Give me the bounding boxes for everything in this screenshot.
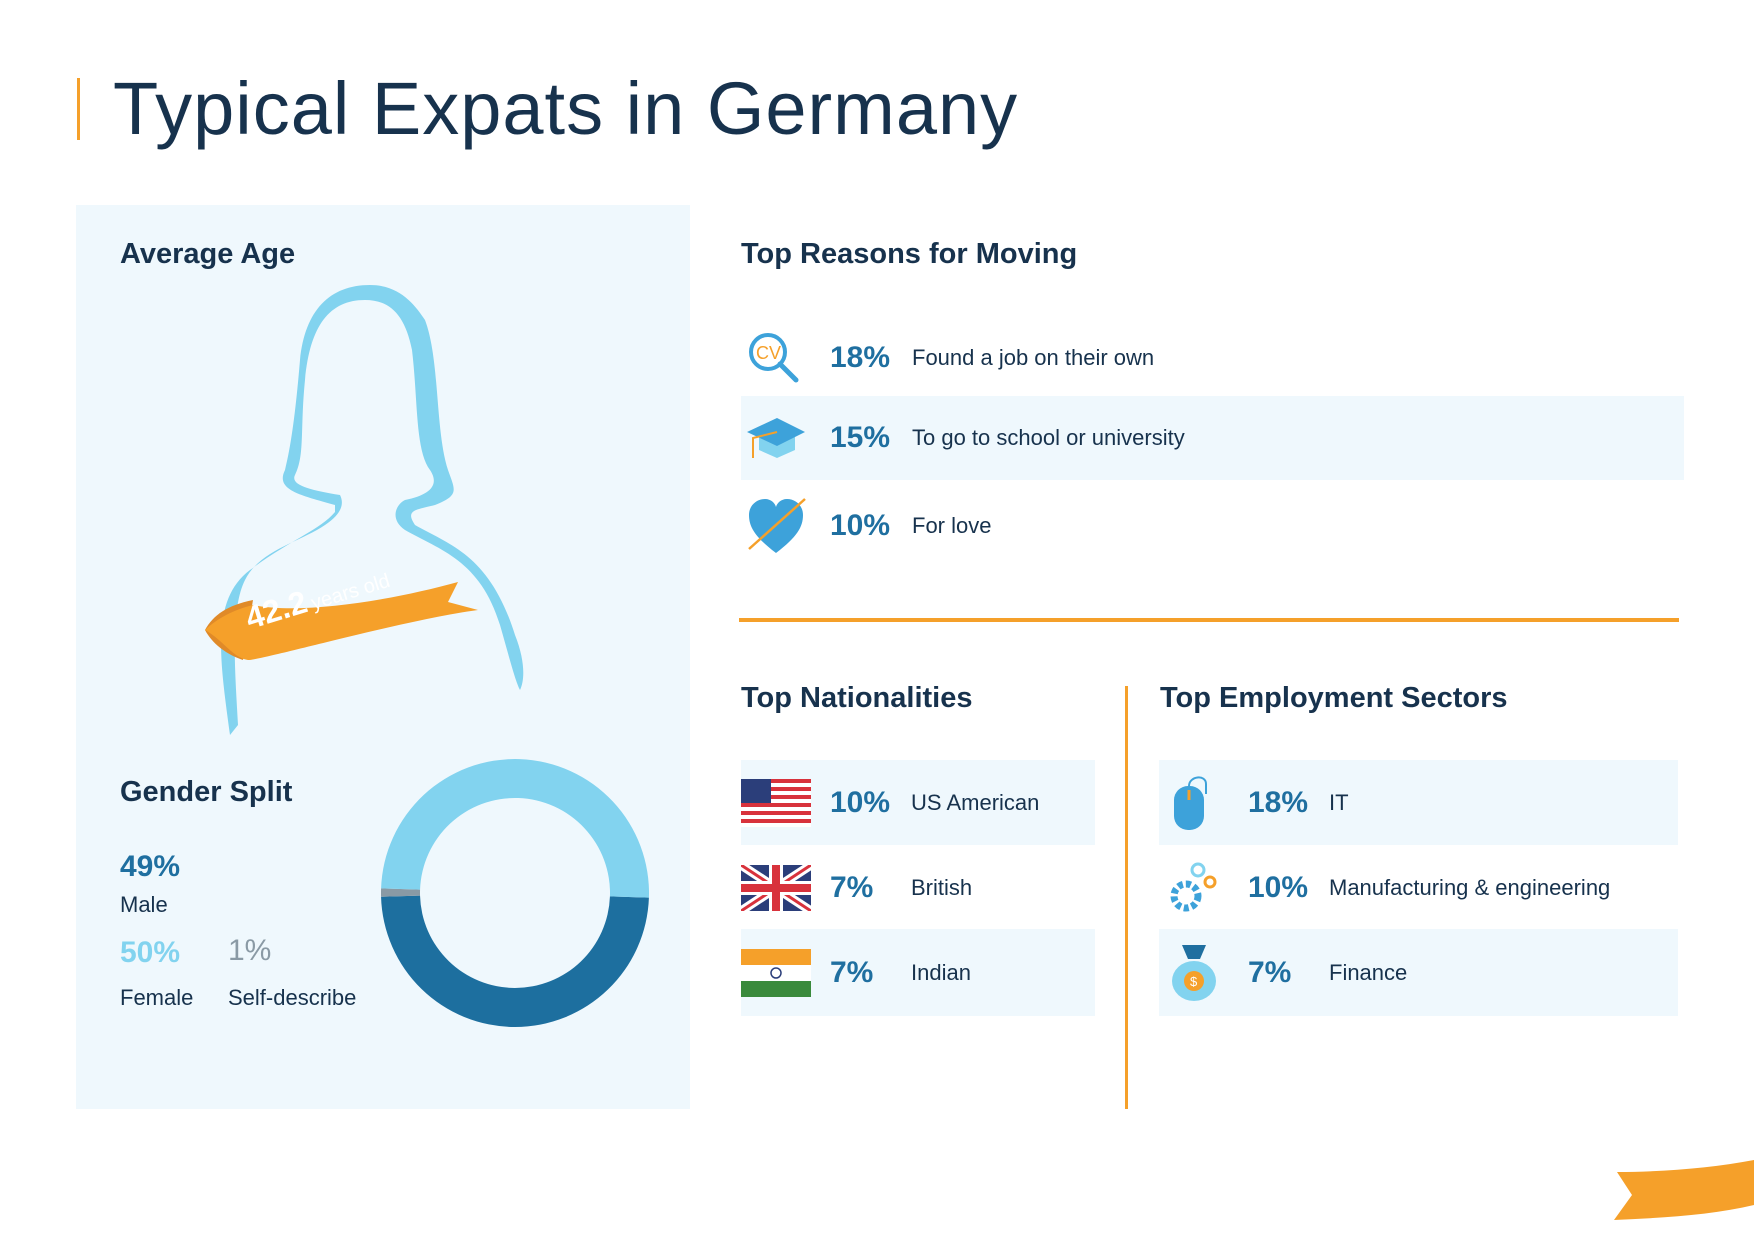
money-bag-icon: $ [1159,943,1229,1003]
gender-donut-chart [381,759,649,1027]
reason-row: CV 18% Found a job on their own [741,318,1684,398]
sector-label: IT [1329,789,1349,815]
sector-pct: 7% [1248,955,1292,989]
reason-pct: 10% [830,509,891,542]
nationality-label: Indian [911,959,971,985]
svg-text:$: $ [1190,974,1198,989]
donut-segment-self [381,888,421,897]
section-divider [739,618,1679,622]
sector-label: Finance [1329,959,1408,985]
reason-row: 15% To go to school or university [741,396,1684,480]
reason-row: 10% For love [741,486,1684,566]
woman-silhouette-icon [221,285,524,735]
male-label: Male [120,892,168,917]
self-describe-pct: 1% [228,934,272,967]
gears-icon [1159,858,1229,918]
reason-pct: 18% [830,341,891,374]
column-divider [1125,686,1128,1109]
self-describe-label: Self-describe [228,985,357,1010]
nationality-row: 10% US American [741,760,1095,845]
corner-ribbon-icon [1614,1160,1754,1220]
india-flag-icon [741,943,811,1003]
average-age-heading: Average Age [120,238,296,270]
nationality-row: 7% British [741,848,1095,928]
title-accent-bar [77,78,80,140]
sector-pct: 18% [1248,785,1309,819]
reason-label: Found a job on their own [912,345,1155,370]
reason-pct: 15% [830,421,891,454]
reason-label: To go to school or university [912,425,1185,450]
nationality-pct: 7% [830,955,874,989]
female-label: Female [120,985,194,1010]
sectors-heading: Top Employment Sectors [1160,682,1508,714]
nationality-row: 7% Indian [741,929,1095,1016]
male-pct: 49% [120,850,181,883]
mouse-icon [1159,773,1229,833]
svg-text:CV: CV [756,343,781,363]
us-flag-icon [741,773,811,833]
graduation-cap-icon [741,408,811,468]
female-pct: 50% [120,936,181,969]
reasons-heading: Top Reasons for Moving [741,238,1078,270]
cv-search-icon: CV [741,328,811,388]
page-title: Typical Expats in Germany [113,67,1019,150]
nationality-label: British [911,875,973,900]
age-ribbon-icon [205,582,478,660]
sector-label: Manufacturing & engineering [1329,875,1611,900]
donut-segment-male [381,895,649,1027]
nationality-pct: 7% [830,871,874,904]
nationality-pct: 10% [830,785,891,819]
sector-row: $ 7% Finance [1159,929,1678,1016]
sector-row: 18% IT [1159,760,1678,845]
uk-flag-icon [741,858,811,918]
donut-segment-female [381,759,649,898]
sector-row: 10% Manufacturing & engineering [1159,848,1678,928]
reason-label: For love [912,513,992,538]
heart-arrow-icon [741,496,811,556]
nationality-label: US American [911,789,1040,815]
sector-pct: 10% [1248,871,1309,904]
gender-split-heading: Gender Split [120,776,293,808]
nationalities-heading: Top Nationalities [741,682,973,714]
